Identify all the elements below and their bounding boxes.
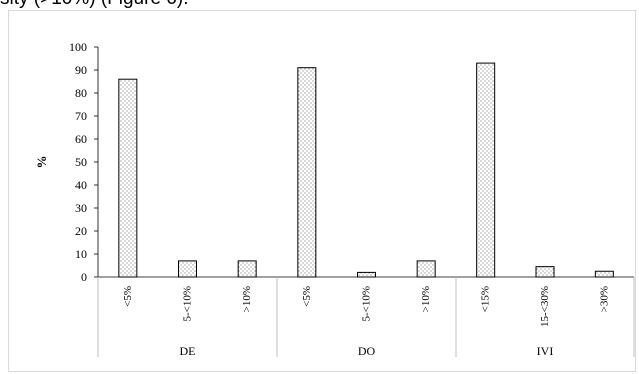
bar bbox=[237, 260, 257, 278]
y-tick-label: 80 bbox=[75, 86, 87, 100]
y-axis-label: % bbox=[34, 156, 49, 169]
bar bbox=[416, 260, 436, 278]
bar bbox=[594, 270, 614, 278]
bar bbox=[535, 266, 555, 278]
y-tick-label: 20 bbox=[75, 224, 87, 238]
y-tick-label: 100 bbox=[69, 40, 87, 54]
x-tick-label: <5% bbox=[122, 286, 134, 307]
y-tick-label: 30 bbox=[75, 201, 87, 215]
y-tick-label: 60 bbox=[75, 132, 87, 146]
x-axis: <5% 5-<10% >10% DE <5% 5-<10% >10% DO <15% 15-<30… bbox=[97, 276, 635, 358]
bars bbox=[118, 62, 614, 278]
x-tick-label: 5-<10% bbox=[361, 286, 373, 322]
y-tick-label: 10 bbox=[75, 247, 87, 261]
document-text-above: sity (>10%) (Figure 6). bbox=[0, 0, 188, 10]
y-tick-label: 40 bbox=[75, 178, 87, 192]
x-tick-label: 5-<10% bbox=[182, 286, 194, 322]
y-tick-label: 0 bbox=[81, 270, 87, 284]
x-tick-label: 15-<30% bbox=[539, 286, 551, 327]
y-axis: 0 10 20 30 40 50 60 70 80 90 100 bbox=[69, 40, 99, 284]
x-tick-label: >10% bbox=[241, 286, 253, 312]
group-label: IVI bbox=[537, 344, 554, 358]
group-label: DO bbox=[358, 344, 376, 358]
x-tick-label: <15% bbox=[480, 286, 492, 312]
y-tick-label: 90 bbox=[75, 63, 87, 77]
group-label: DE bbox=[180, 344, 196, 358]
bar bbox=[297, 67, 317, 278]
bar bbox=[476, 62, 496, 278]
bar bbox=[357, 271, 376, 278]
bar bbox=[118, 78, 138, 278]
x-tick-label: >30% bbox=[598, 286, 610, 312]
x-tick-label: >10% bbox=[420, 286, 432, 312]
y-tick-label: 70 bbox=[75, 109, 87, 123]
chart-frame bbox=[8, 10, 636, 372]
y-tick-label: 50 bbox=[75, 155, 87, 169]
bar bbox=[178, 260, 197, 278]
x-tick-label: <5% bbox=[301, 286, 313, 307]
